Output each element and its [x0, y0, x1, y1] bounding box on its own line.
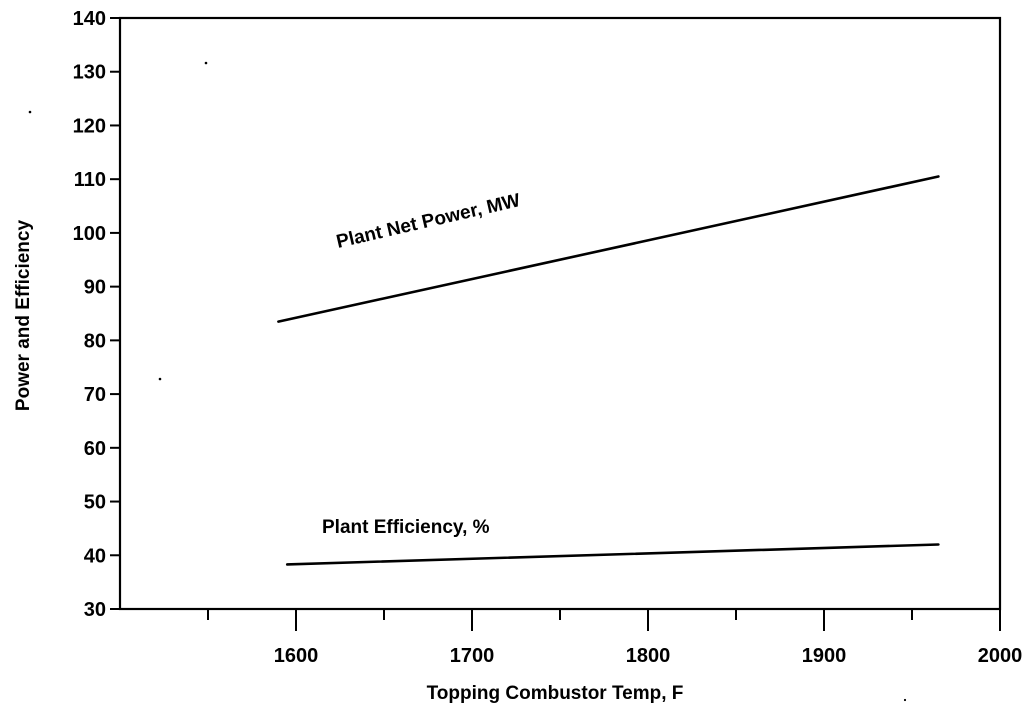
x-tick-label: 1700: [450, 645, 495, 667]
series-annotation: Plant Efficiency, %: [322, 517, 490, 538]
y-tick-label: 50: [84, 492, 106, 514]
x-axis-title: Topping Combustor Temp, F: [427, 683, 684, 704]
x-tick-label: 1600: [274, 645, 319, 667]
y-tick-label: 90: [84, 277, 106, 299]
y-tick-label: 140: [73, 8, 106, 30]
labels: 30 40 50 60 70 80 90 100 110 120 130 140 1600 1700 180…: [13, 8, 1022, 704]
series-line-0: [277, 175, 940, 323]
y-tick-label: 60: [84, 438, 106, 460]
speck-dot: [204, 61, 208, 65]
speck-dot: [903, 698, 907, 702]
y-tick-label: 30: [84, 599, 106, 621]
y-tick-label: 70: [84, 384, 106, 406]
series-lines: [277, 175, 940, 566]
y-tick-label: 120: [73, 115, 106, 137]
y-tick-label: 130: [73, 62, 106, 84]
y-tick-label: 100: [73, 223, 106, 245]
x-tick-label: 1900: [802, 645, 847, 667]
axes: [110, 16, 1002, 631]
series-annotation: Plant Net Power, MW: [334, 190, 522, 253]
y-tick-label: 80: [84, 330, 106, 352]
y-tick-label: 40: [84, 545, 106, 567]
speck-dot: [28, 110, 32, 114]
x-tick-label: 2000: [978, 645, 1023, 667]
plot-frame: [118, 16, 1002, 611]
y-tick-label: 110: [74, 169, 106, 191]
y-axis-title: Power and Efficiency: [13, 220, 34, 412]
speck-dot: [158, 377, 162, 381]
x-tick-label: 1800: [626, 645, 671, 667]
series-line-1: [285, 543, 940, 566]
